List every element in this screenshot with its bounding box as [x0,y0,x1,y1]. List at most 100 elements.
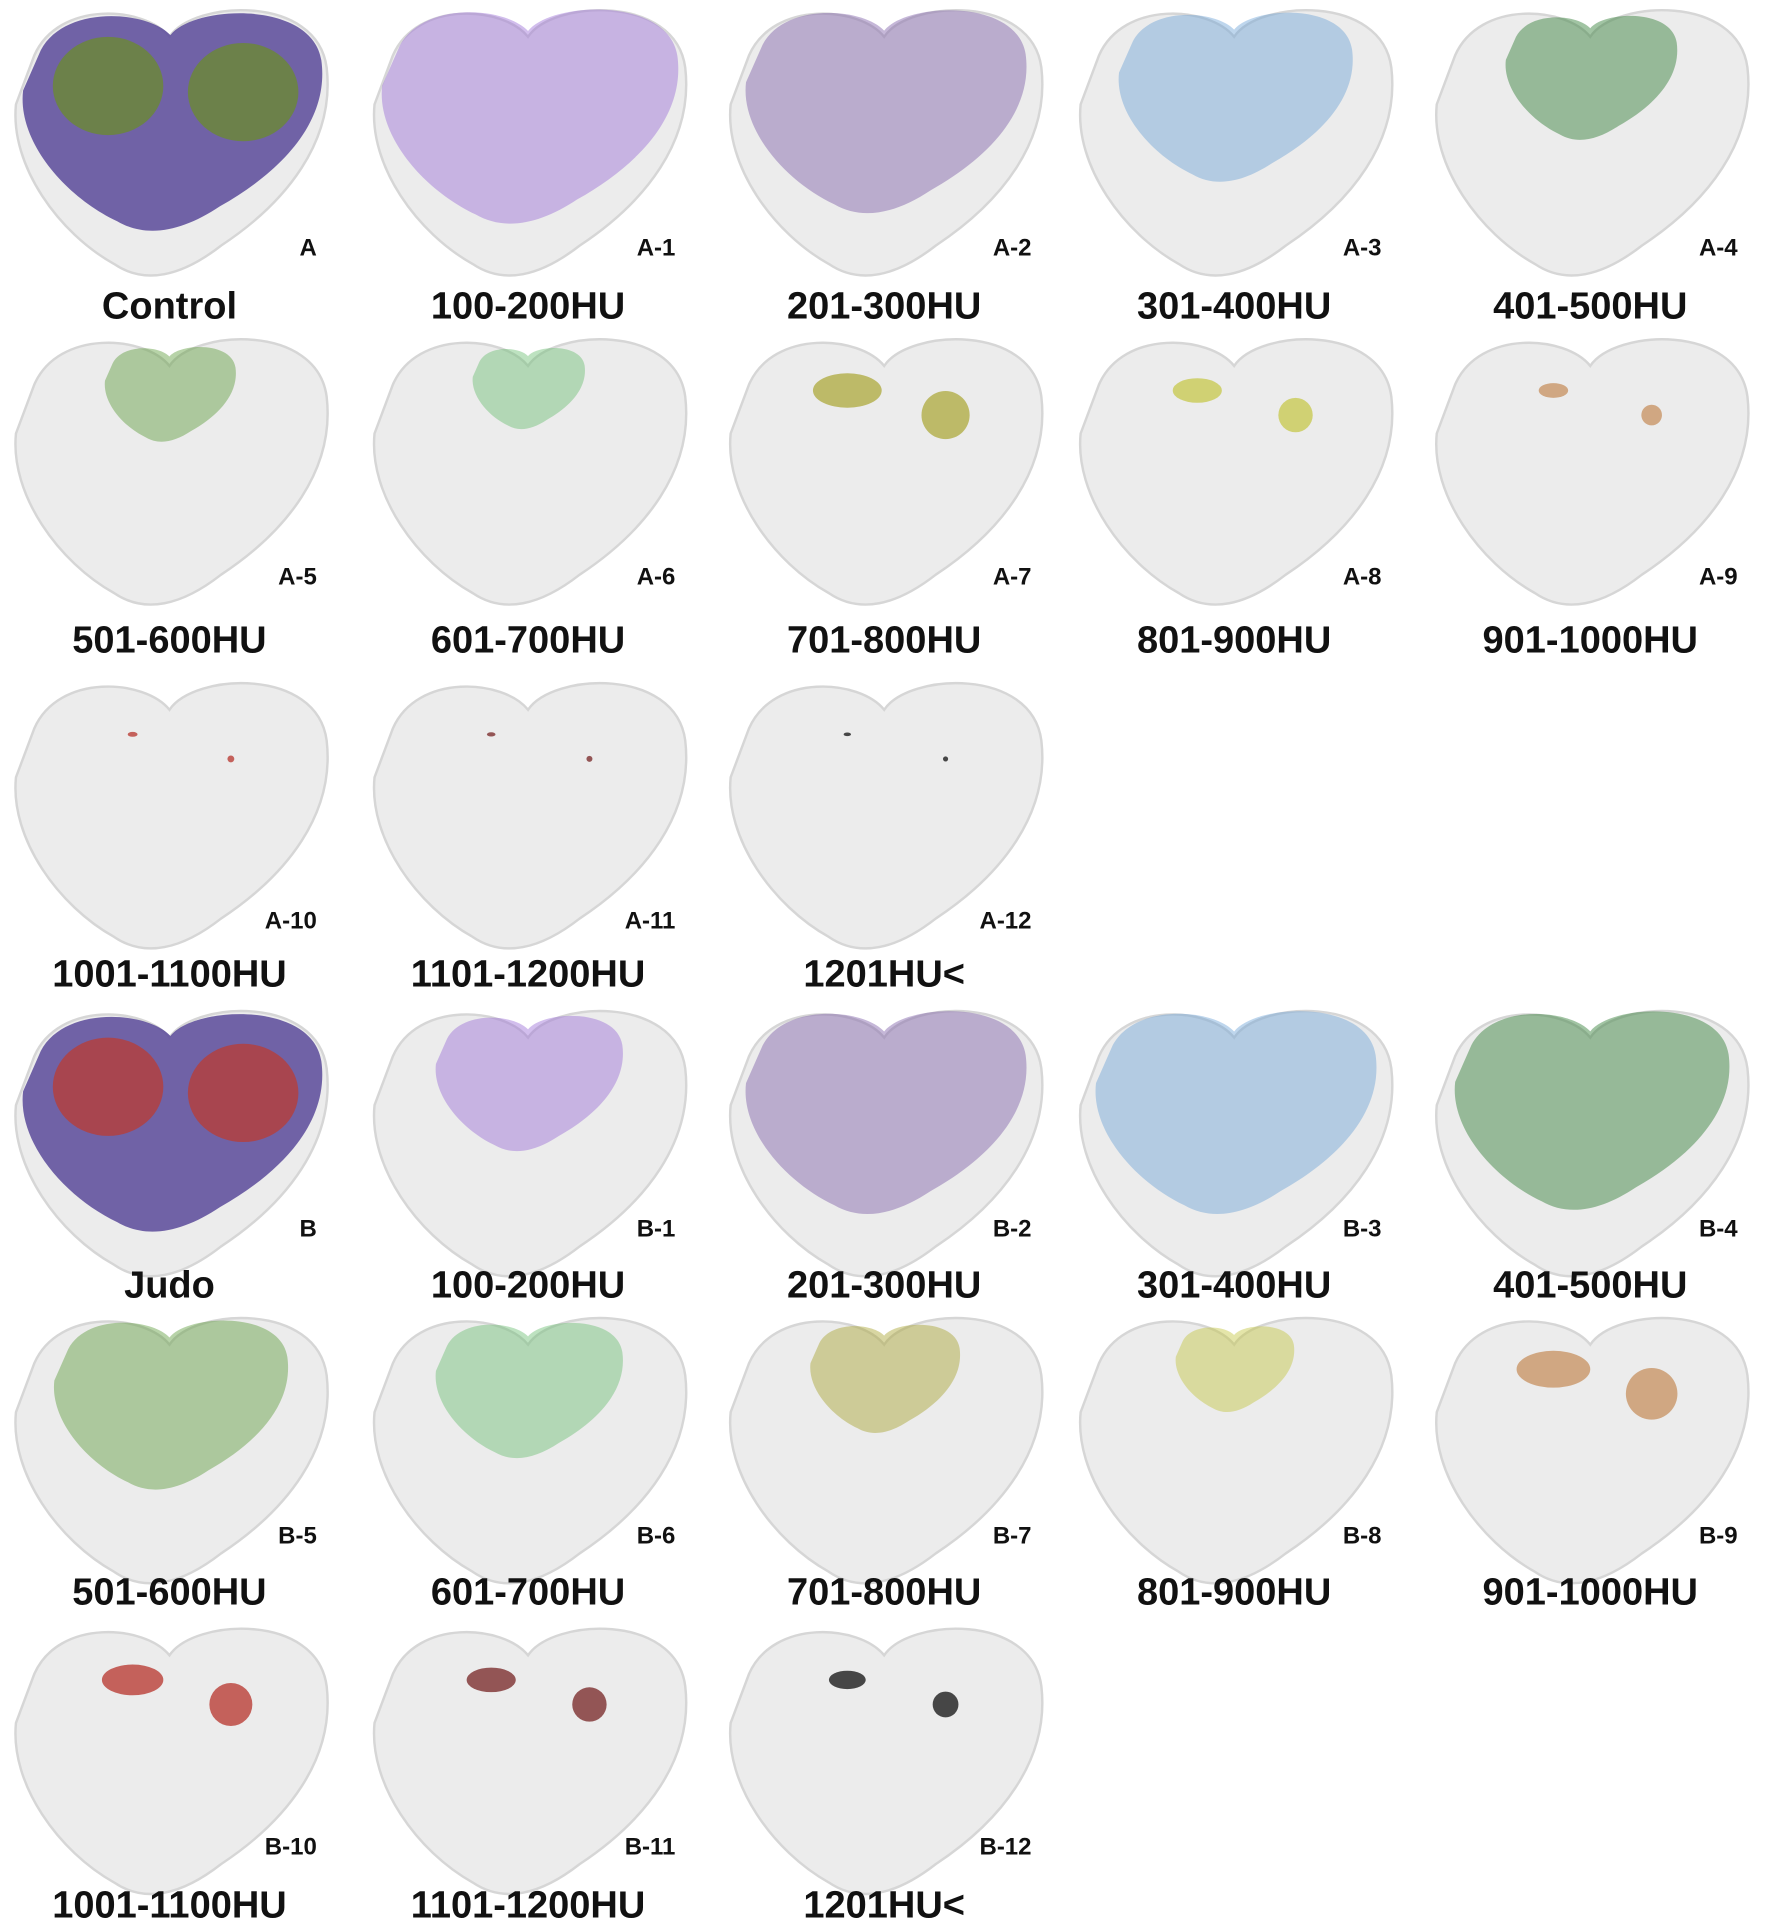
density-hotspot [187,42,299,142]
density-region [1095,1011,1377,1215]
panel-tag: A-6 [637,564,676,591]
bone-outline [14,681,329,950]
panel [372,338,688,606]
density-region [1278,397,1313,433]
panel-caption: 1201HU< [803,954,965,996]
panel-caption: 901-1000HU [1483,1571,1698,1613]
panel-tag: B-3 [1343,1216,1382,1243]
density-region [381,9,679,224]
panel-caption: 1201HU< [803,1884,965,1926]
panel [728,9,1044,277]
density-region [104,346,236,442]
panel-tag: A-5 [278,564,317,591]
panel-tag: A-9 [1699,564,1738,591]
bone-outline [1078,9,1394,277]
panel-caption: 601-700HU [431,1571,625,1613]
bone-outline [372,1316,688,1585]
panel-caption: 801-900HU [1137,1571,1331,1613]
panel-caption: 501-600HU [72,1571,266,1613]
panel-caption: 201-300HU [787,286,981,328]
panel [1435,338,1750,606]
bone-outline [728,1316,1044,1585]
density-region [745,10,1027,214]
panel-tag: A-8 [1343,564,1382,591]
panel-tag: B-7 [993,1523,1032,1550]
panel-caption: 401-500HU [1493,286,1687,328]
density-region [1172,378,1222,403]
density-region [472,347,585,430]
panel [1435,1009,1750,1278]
panel-caption: 501-600HU [72,620,266,662]
density-hotspot [52,1037,164,1136]
panel-caption: Control [102,286,237,328]
bone-outline [372,1009,688,1278]
panel-tag: B-1 [637,1216,676,1243]
density-region [942,756,949,762]
panel-tag: A-10 [265,907,317,934]
density-region [810,1324,961,1433]
density-region [127,731,138,737]
panel-tag: B-5 [278,1523,317,1550]
bone-outline [14,1316,329,1585]
panel [372,1627,688,1896]
density-region [586,755,593,762]
panel-caption: 1101-1200HU [411,954,646,996]
bone-outline [1435,1009,1750,1278]
panel-tag: B-11 [625,1833,676,1860]
bone-outline [1435,9,1750,277]
density-region [227,755,235,763]
density-hotspot [52,36,164,136]
panel-caption: 100-200HU [431,1264,625,1306]
density-region [843,732,852,737]
panel [14,1316,329,1585]
density-hotspot [187,1043,299,1143]
panel [1435,1316,1750,1585]
panel-caption: 701-800HU [787,1571,981,1613]
panel-tag: A-11 [625,907,676,934]
density-region [1625,1367,1678,1420]
panel-caption: 1001-1100HU [52,954,287,996]
panel-tag: A-4 [1699,234,1738,261]
panel-tag: B-6 [637,1523,676,1550]
density-region [1641,404,1662,426]
panel [728,681,1044,950]
bone-outline [1078,338,1394,606]
density-region [435,1322,623,1459]
panel-tag: B-4 [1699,1216,1738,1243]
bone-outline [728,681,1044,950]
panel-caption: Judo [124,1264,215,1306]
density-region [486,732,496,737]
panel-caption: 100-200HU [431,286,625,328]
panel-caption: 801-900HU [1137,620,1331,662]
panel [728,1627,1044,1896]
bone-outline [14,338,329,606]
panel [14,1009,329,1278]
density-region [209,1682,253,1726]
panel [728,1316,1044,1585]
panel [14,9,329,277]
panel-tag: B-2 [993,1216,1032,1243]
panel-caption: 201-300HU [787,1264,981,1306]
panel-tag: B-10 [265,1833,317,1860]
panel-tag: A-12 [979,907,1031,934]
density-region [1516,1350,1591,1388]
density-region [812,373,882,408]
panel-tag: B-9 [1699,1523,1738,1550]
panel [728,338,1044,606]
panel-caption: 1101-1200HU [411,1884,646,1926]
panel [14,1627,329,1896]
bone-outline [728,1009,1044,1278]
density-region [932,1691,959,1718]
panel [1078,9,1394,277]
panel [372,1316,688,1585]
density-region [466,1667,516,1693]
bone-outline [1078,1316,1394,1585]
density-region [435,1015,623,1152]
panel [372,9,688,277]
panel-caption: 301-400HU [1137,1264,1331,1306]
panel [1078,1009,1394,1278]
density-region [101,1664,164,1696]
bone-outline [1078,1009,1394,1278]
panel [728,1009,1044,1278]
